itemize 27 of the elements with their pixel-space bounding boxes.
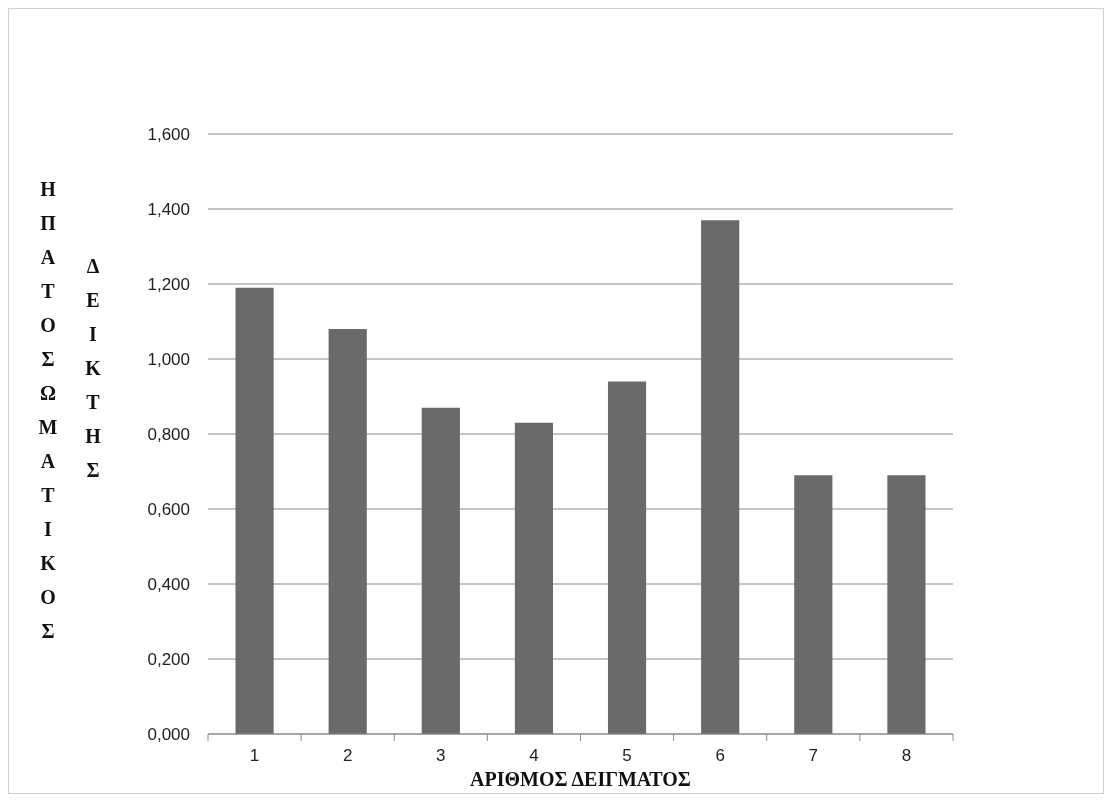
x-tick-label: 2: [342, 746, 353, 765]
x-tick-label: 8: [901, 746, 912, 765]
bar: [514, 422, 554, 734]
y-tick-label: 0,000: [147, 724, 190, 744]
y-tick-label: 1,200: [147, 274, 190, 294]
x-tick-label: 6: [715, 746, 725, 765]
bar: [235, 287, 274, 734]
y-tick-label: 1,400: [147, 199, 190, 219]
bar: [794, 475, 833, 734]
y-tick-label: 0,600: [147, 499, 190, 519]
bar: [607, 381, 647, 734]
bar: [701, 220, 740, 734]
x-axis-title: ΑΡΙΘΜΟΣ ΔΕΙΓΜΑΤΟΣ: [470, 768, 691, 790]
bar: [887, 475, 926, 734]
y-tick-label: 1,000: [147, 349, 190, 369]
bar: [328, 329, 367, 734]
x-tick-label: 7: [808, 746, 819, 765]
y-tick-label: 0,800: [147, 424, 190, 444]
x-tick-label: 5: [622, 746, 632, 765]
x-tick-label: 4: [529, 746, 539, 765]
x-tick-label: 3: [436, 746, 446, 765]
y-tick-label: 0,400: [147, 574, 190, 594]
bar: [421, 407, 460, 734]
y-tick-label: 1,600: [147, 124, 190, 144]
y-tick-label: 0,200: [147, 649, 190, 669]
y-axis-title: ΗΠΑΤΟΣΩΜΑΤΙΚΟΣ ΔΕΙΚΤΗΣ: [37, 178, 104, 654]
x-tick-label: 1: [249, 746, 260, 765]
